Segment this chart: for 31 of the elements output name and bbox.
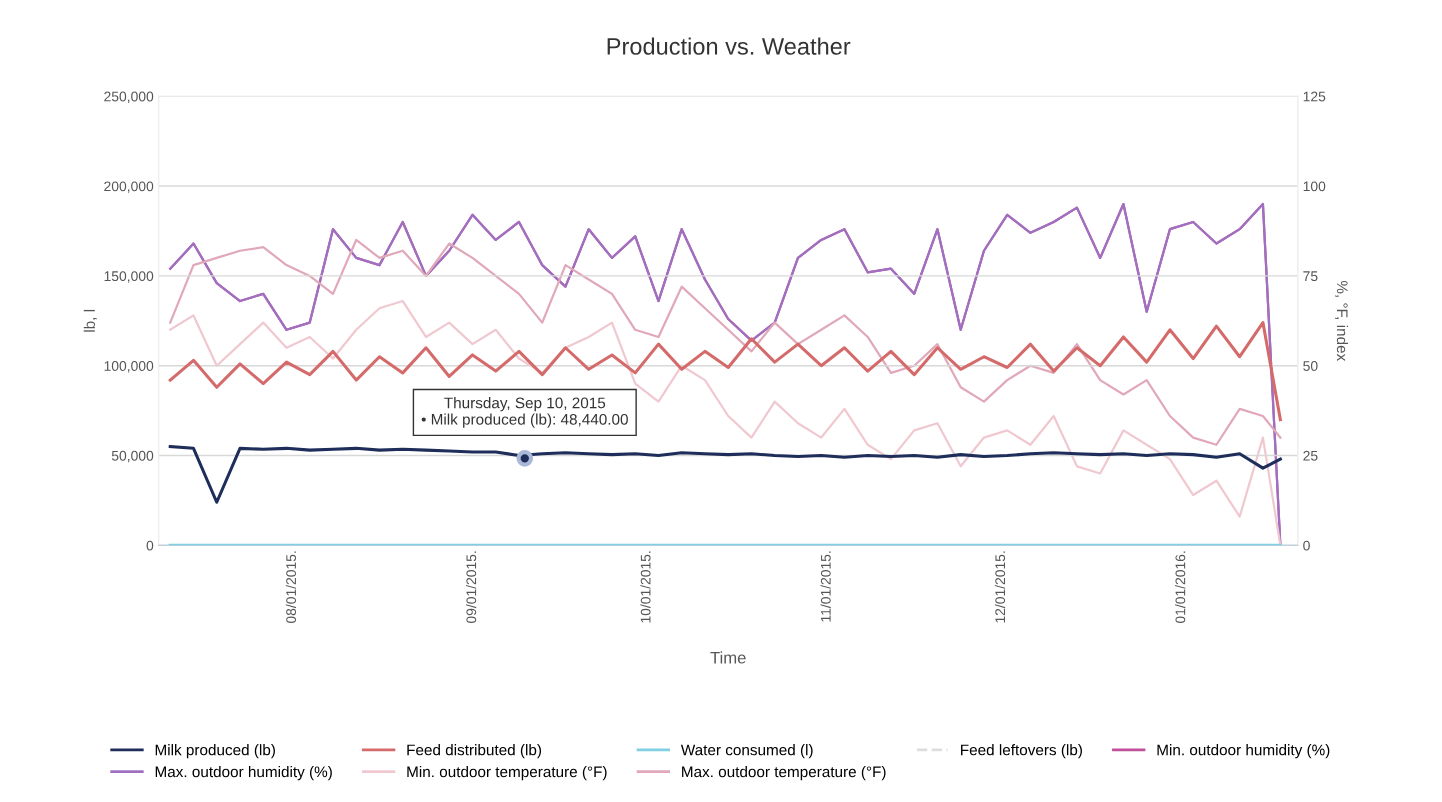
legend-label: Feed leftovers (lb) [961,744,1082,759]
legend-label: Min. outdoor temperature (°F) [407,765,607,781]
x-tick-label: 09/01/2015. [466,551,477,624]
x-tick-label: 01/01/2016. [1175,551,1186,624]
y2-tick-label: 125 [1303,91,1326,102]
y2-tick-label: 25 [1303,450,1318,461]
y2-tick-label: 0 [1303,540,1310,551]
x-tick-label: 08/01/2015. [285,551,297,624]
legend-label: Water consumed (l) [680,744,813,759]
y2-tick-label: 75 [1303,271,1318,282]
y2-tick-label: 50 [1303,361,1318,371]
x-tick-label: 11/01/2015. [820,551,831,622]
x-tick-label: 12/01/2015. [994,551,1006,623]
annotation: Thursday, Sep 10, 2015 • Milk produced (lb): 48,440.00 [421,397,628,428]
y-tick-label: 50,000 [111,450,154,463]
legend-label: Milk produced (lb) [155,744,275,759]
y-tick-label: 250,000 [104,91,154,104]
x-tick-label: 10/01/2015. [640,551,651,623]
legend-label: Feed distributed (lb) [407,744,542,759]
y2-axis-title: %, °F, index [1335,280,1349,362]
y-tick-label: 100,000 [104,361,154,373]
y2-tick-label: 100 [1303,181,1326,192]
legend-label: Min. outdoor humidity (%) [1157,744,1330,759]
y-tick-label: 150,000 [104,271,154,283]
legend-label: Max. outdoor temperature (°F) [682,765,886,781]
y-axis-title: lb, l [83,309,97,332]
chart-title: Production vs. Weather [607,37,851,55]
legend-label: Max. outdoor humidity (%) [155,765,332,781]
y-tick-label: 200,000 [104,181,154,193]
y-tick-label: 0 [146,540,154,551]
x-axis-title: Time [710,651,746,664]
